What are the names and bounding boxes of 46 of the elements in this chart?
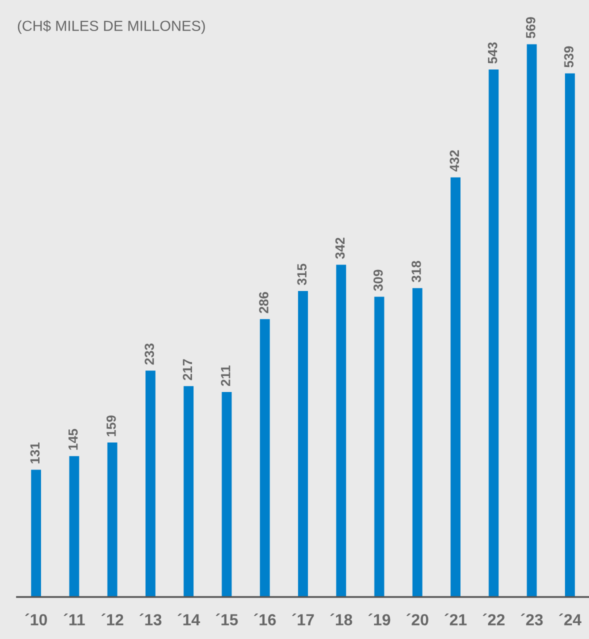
bar (374, 296, 384, 597)
x-tick-label: ´24 (559, 614, 582, 626)
x-tick-label: ´15 (216, 614, 238, 626)
bar (222, 392, 232, 597)
data-label: 211 (220, 366, 230, 386)
bar (412, 288, 422, 597)
bar (260, 319, 270, 597)
data-label: 318 (412, 260, 421, 282)
chart-title: (CH$ MILES DE MILLONES) (18, 20, 205, 34)
bar (107, 442, 118, 597)
x-tick-label: ´22 (482, 614, 505, 626)
x-tick-label: ´21 (444, 614, 467, 626)
x-tick-label: ´14 (178, 614, 200, 626)
data-label: 309 (373, 270, 383, 291)
data-label: 233 (144, 344, 154, 365)
bar (69, 456, 80, 597)
bar (488, 69, 499, 597)
x-tick-label: ´13 (140, 614, 162, 626)
data-label: 342 (335, 238, 345, 259)
bar (526, 44, 537, 597)
data-label: 217 (182, 359, 192, 380)
x-tick-label: ´19 (368, 614, 390, 626)
x-tick-label: ´11 (64, 614, 85, 626)
bar (31, 470, 42, 597)
bar (564, 73, 575, 597)
data-label: 543 (488, 42, 498, 64)
data-label: 286 (259, 292, 268, 314)
bar (298, 290, 308, 597)
bar (146, 370, 156, 597)
bar (450, 177, 460, 597)
data-label: 159 (106, 415, 116, 436)
x-tick-label: ´20 (406, 614, 428, 626)
x-tick-label: ´17 (292, 614, 314, 626)
data-label: 145 (68, 428, 78, 450)
x-tick-label: ´18 (330, 614, 352, 626)
data-label: 569 (526, 17, 536, 38)
bar (336, 264, 346, 597)
x-tick-label: ´23 (520, 614, 543, 626)
bar (184, 386, 194, 597)
data-label: 432 (450, 150, 460, 172)
x-tick-label: ´10 (25, 614, 47, 626)
x-tick-label: ´12 (101, 614, 124, 626)
data-label: 131 (30, 442, 40, 464)
data-label: 539 (564, 46, 574, 68)
data-label: 315 (297, 264, 307, 286)
x-tick-label: ´16 (254, 614, 276, 626)
